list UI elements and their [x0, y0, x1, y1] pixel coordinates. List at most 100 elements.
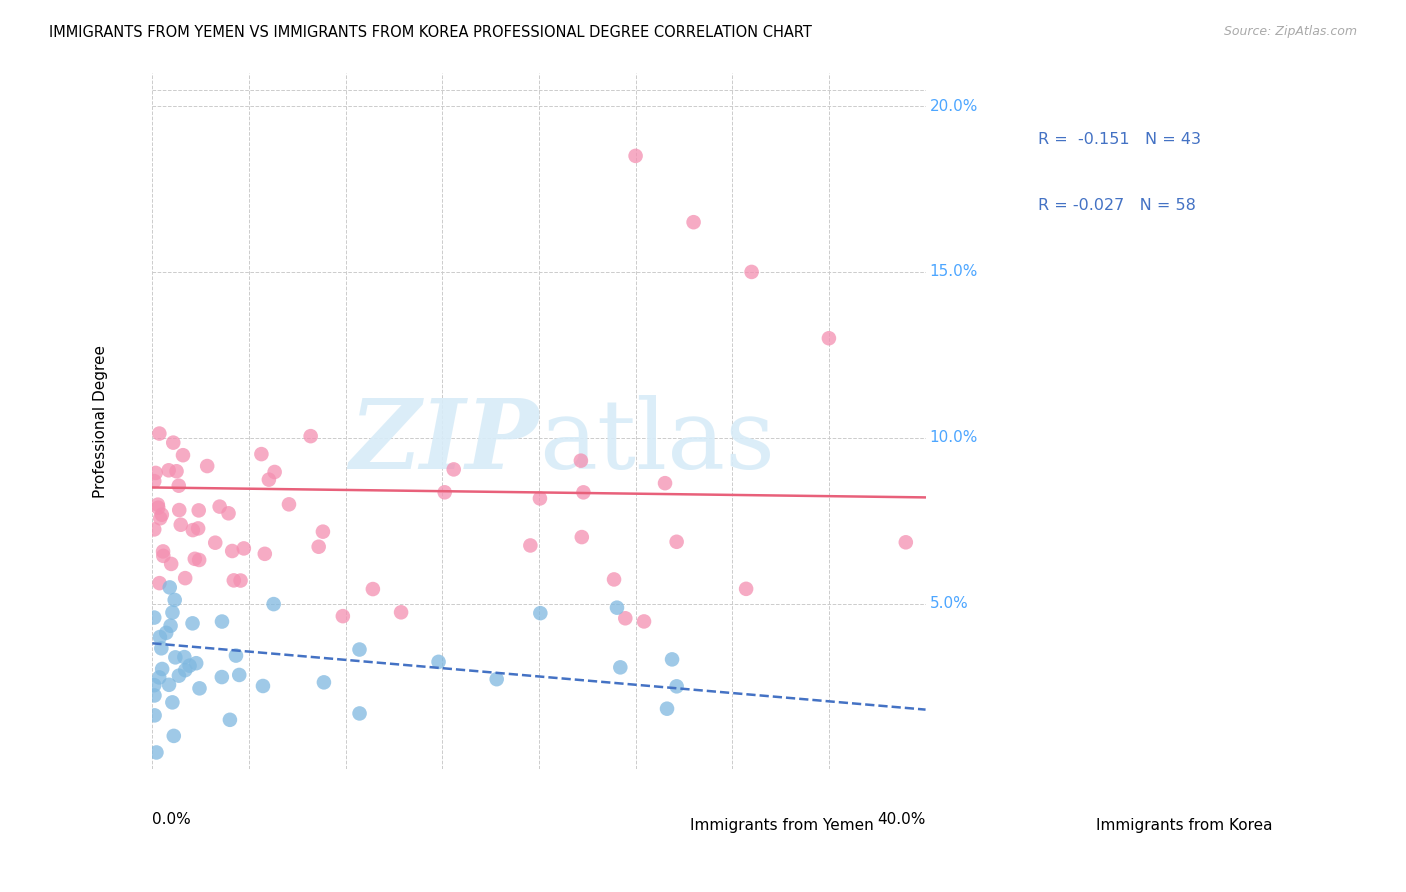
Point — [312, 524, 335, 539]
Point — [253, 547, 276, 561]
Point — [157, 678, 180, 692]
Point — [143, 708, 166, 723]
Point — [682, 215, 704, 229]
Text: atlas: atlas — [538, 395, 775, 489]
Point — [741, 265, 763, 279]
Bar — [1001, 189, 1028, 222]
Text: Immigrants from Yemen: Immigrants from Yemen — [690, 818, 873, 833]
Text: 20.0%: 20.0% — [929, 99, 977, 113]
Point — [174, 571, 197, 585]
Point — [529, 491, 551, 506]
Point — [614, 611, 637, 625]
Text: IMMIGRANTS FROM YEMEN VS IMMIGRANTS FROM KOREA PROFESSIONAL DEGREE CORRELATION C: IMMIGRANTS FROM YEMEN VS IMMIGRANTS FROM… — [49, 25, 813, 40]
Point — [148, 426, 170, 441]
Point — [263, 597, 285, 611]
Text: 0.0%: 0.0% — [152, 813, 191, 828]
Point — [143, 474, 166, 488]
Point — [225, 648, 247, 663]
Point — [661, 652, 683, 666]
Text: R = -0.027   N = 58: R = -0.027 N = 58 — [1038, 198, 1195, 213]
Point — [148, 576, 170, 591]
Bar — [1001, 123, 1028, 156]
Point — [571, 530, 593, 544]
Point — [232, 541, 254, 556]
Point — [603, 573, 626, 587]
Point — [187, 503, 209, 517]
Bar — [655, 809, 682, 842]
Point — [427, 655, 450, 669]
Point — [572, 485, 595, 500]
Point — [170, 517, 193, 532]
Point — [163, 593, 186, 607]
Point — [162, 606, 184, 620]
Point — [278, 497, 301, 511]
Point — [150, 641, 173, 656]
Point — [485, 672, 508, 686]
Point — [332, 609, 354, 624]
Point — [188, 553, 211, 567]
Point — [654, 476, 676, 491]
Point — [173, 650, 195, 665]
Text: 15.0%: 15.0% — [929, 264, 977, 279]
FancyBboxPatch shape — [993, 96, 1294, 249]
Point — [181, 523, 204, 537]
Point — [181, 616, 204, 631]
Point — [633, 615, 655, 629]
Point — [148, 670, 170, 684]
Point — [167, 479, 190, 493]
Point — [208, 500, 231, 514]
Point — [519, 539, 541, 553]
Point — [195, 458, 218, 473]
Point — [211, 615, 233, 629]
Text: ZIP: ZIP — [349, 395, 538, 489]
Point — [162, 695, 184, 709]
Point — [143, 610, 166, 624]
Point — [149, 630, 172, 644]
Point — [211, 670, 233, 684]
Point — [569, 453, 592, 467]
Point — [188, 681, 211, 696]
Point — [735, 582, 758, 596]
Point — [172, 448, 194, 462]
Text: Professional Degree: Professional Degree — [93, 344, 108, 498]
Point — [443, 462, 465, 476]
Point — [148, 500, 170, 515]
Point — [143, 678, 166, 692]
Point — [655, 702, 678, 716]
Point — [157, 463, 180, 477]
Point — [166, 464, 188, 478]
Point — [609, 660, 631, 674]
Text: 5.0%: 5.0% — [929, 596, 969, 611]
Point — [361, 582, 384, 596]
Point — [606, 600, 628, 615]
Point — [257, 473, 280, 487]
Point — [174, 663, 197, 677]
Point — [163, 729, 186, 743]
Point — [263, 465, 285, 479]
Point — [165, 650, 187, 665]
Point — [204, 535, 226, 549]
Point — [228, 668, 250, 682]
Point — [143, 523, 166, 537]
Point — [894, 535, 917, 549]
Point — [389, 605, 412, 619]
Point — [179, 658, 201, 673]
Point — [312, 675, 335, 690]
Point — [221, 544, 243, 558]
Text: R =  -0.151   N = 43: R = -0.151 N = 43 — [1038, 132, 1201, 147]
Text: Immigrants from Korea: Immigrants from Korea — [1095, 818, 1272, 833]
Point — [167, 503, 190, 517]
Point — [159, 581, 181, 595]
Point — [159, 619, 181, 633]
Point — [184, 551, 207, 566]
Point — [145, 466, 167, 480]
Point — [187, 521, 209, 535]
Point — [349, 642, 371, 657]
Point — [349, 706, 371, 721]
Point — [818, 331, 841, 345]
Point — [308, 540, 330, 554]
Text: 40.0%: 40.0% — [877, 813, 925, 828]
Point — [150, 662, 173, 676]
Point — [162, 435, 184, 450]
Text: Source: ZipAtlas.com: Source: ZipAtlas.com — [1223, 25, 1357, 38]
